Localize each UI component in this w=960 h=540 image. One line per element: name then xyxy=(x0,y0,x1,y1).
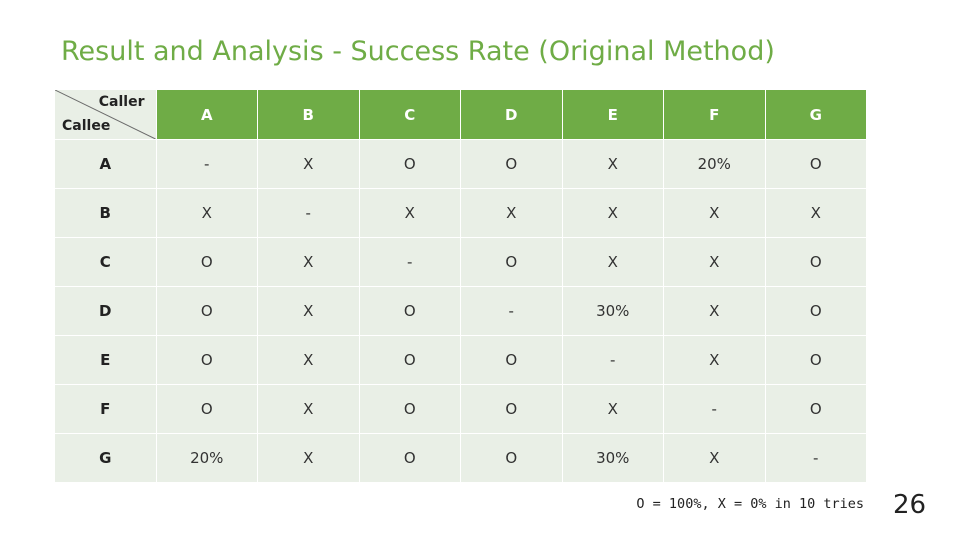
row-header: F xyxy=(54,384,157,434)
column-header: F xyxy=(663,89,766,140)
table-cell: O xyxy=(764,384,867,434)
table-cell: X xyxy=(257,384,360,434)
table-cell: X xyxy=(663,335,766,385)
table-cell: X xyxy=(155,188,258,238)
page-number: 26 xyxy=(893,490,927,520)
slide-title: Result and Analysis - Success Rate (Orig… xyxy=(61,36,775,67)
table-corner-cell: Caller Callee xyxy=(54,89,157,140)
table-cell: O xyxy=(155,384,258,434)
table-cell: 30% xyxy=(561,286,664,336)
corner-diagonal-line xyxy=(55,90,156,139)
table-cell: - xyxy=(764,433,867,483)
table-cell: 30% xyxy=(561,433,664,483)
table-row: A - X O O X 20% O xyxy=(54,139,867,189)
table-cell: X xyxy=(257,335,360,385)
table-cell: O xyxy=(764,237,867,287)
table-cell: O xyxy=(358,286,461,336)
table-row: G 20% X O O 30% X - xyxy=(54,433,867,483)
table-cell: O xyxy=(764,139,867,189)
table-cell: O xyxy=(155,286,258,336)
table-cell: X xyxy=(257,237,360,287)
column-header: B xyxy=(257,89,360,140)
column-header: E xyxy=(561,89,664,140)
row-header: A xyxy=(54,139,157,189)
row-header: D xyxy=(54,286,157,336)
row-header: G xyxy=(54,433,157,483)
column-header: D xyxy=(460,89,563,140)
table-cell: X xyxy=(561,384,664,434)
success-rate-table: Caller Callee A B C D E F G A - X O O X … xyxy=(54,89,867,483)
table-cell: X xyxy=(460,188,563,238)
table-header-row: Caller Callee A B C D E F G xyxy=(54,89,867,140)
table-row: D O X O - 30% X O xyxy=(54,286,867,336)
table-cell: - xyxy=(155,139,258,189)
table-cell: X xyxy=(358,188,461,238)
table-cell: X xyxy=(561,139,664,189)
column-header: C xyxy=(358,89,461,140)
table-cell: O xyxy=(460,433,563,483)
table-cell: X xyxy=(663,188,766,238)
table-cell: O xyxy=(764,335,867,385)
table-cell: X xyxy=(663,286,766,336)
legend-note: O = 100%, X = 0% in 10 tries xyxy=(636,496,864,512)
table-cell: O xyxy=(155,237,258,287)
table-cell: O xyxy=(155,335,258,385)
column-header: G xyxy=(764,89,867,140)
table-cell: X xyxy=(257,139,360,189)
table-cell: 20% xyxy=(155,433,258,483)
table-cell: O xyxy=(358,384,461,434)
table-cell: - xyxy=(663,384,766,434)
table-cell: X xyxy=(663,237,766,287)
table-cell: X xyxy=(663,433,766,483)
table-row: B X - X X X X X xyxy=(54,188,867,238)
table-cell: 20% xyxy=(663,139,766,189)
table-cell: O xyxy=(460,139,563,189)
table-row: C O X - O X X O xyxy=(54,237,867,287)
table-cell: O xyxy=(460,237,563,287)
table-cell: X xyxy=(561,237,664,287)
callee-axis-label: Callee xyxy=(62,118,111,134)
table-cell: - xyxy=(460,286,563,336)
table-cell: O xyxy=(358,139,461,189)
table-row: E O X O O - X O xyxy=(54,335,867,385)
table-cell: X xyxy=(764,188,867,238)
row-header: B xyxy=(54,188,157,238)
table-cell: O xyxy=(764,286,867,336)
row-header: C xyxy=(54,237,157,287)
table-cell: - xyxy=(561,335,664,385)
table-cell: O xyxy=(460,384,563,434)
table-cell: - xyxy=(358,237,461,287)
table-row: F O X O O X - O xyxy=(54,384,867,434)
caller-axis-label: Caller xyxy=(98,94,145,110)
table-cell: X xyxy=(561,188,664,238)
table-cell: - xyxy=(257,188,360,238)
table-cell: X xyxy=(257,286,360,336)
table-cell: O xyxy=(460,335,563,385)
column-header: A xyxy=(155,89,258,140)
row-header: E xyxy=(54,335,157,385)
table-cell: X xyxy=(257,433,360,483)
table-cell: O xyxy=(358,335,461,385)
table-cell: O xyxy=(358,433,461,483)
